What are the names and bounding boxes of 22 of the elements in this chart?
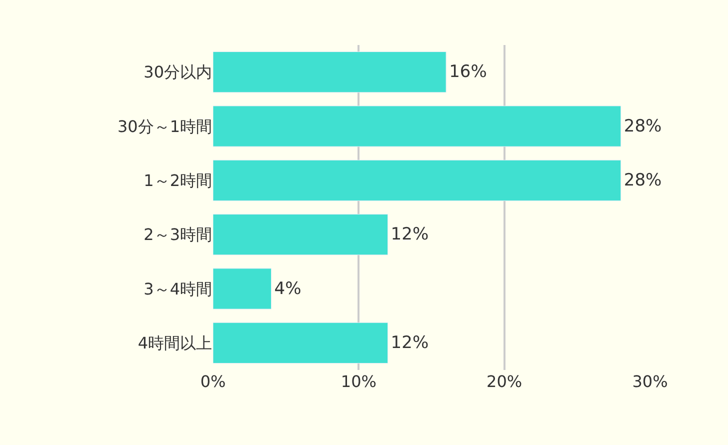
y-tick-label: 1～2時間 <box>144 171 212 190</box>
x-tick-label: 0% <box>200 372 226 391</box>
bar <box>213 52 446 93</box>
y-tick-label: 30分以内 <box>144 62 212 82</box>
y-tick-label: 2～3時間 <box>144 225 212 244</box>
x-tick-label: 20% <box>486 372 522 391</box>
bar <box>213 214 388 256</box>
data-label: 12% <box>390 224 429 245</box>
data-label: 28% <box>624 170 662 190</box>
bar <box>213 268 272 310</box>
data-label: 4% <box>274 278 302 299</box>
data-label: 12% <box>390 332 429 353</box>
y-tick-label: 30分～1時間 <box>117 116 212 136</box>
bar <box>213 322 388 364</box>
x-tick-label: 10% <box>340 372 376 391</box>
bar <box>213 106 622 147</box>
bar <box>213 160 622 201</box>
data-label: 16% <box>449 62 487 82</box>
data-label: 28% <box>624 116 662 136</box>
x-tick-label: 30% <box>632 372 668 391</box>
y-tick-label: 4時間以上 <box>138 334 212 353</box>
y-tick-label: 3～4時間 <box>144 279 212 298</box>
